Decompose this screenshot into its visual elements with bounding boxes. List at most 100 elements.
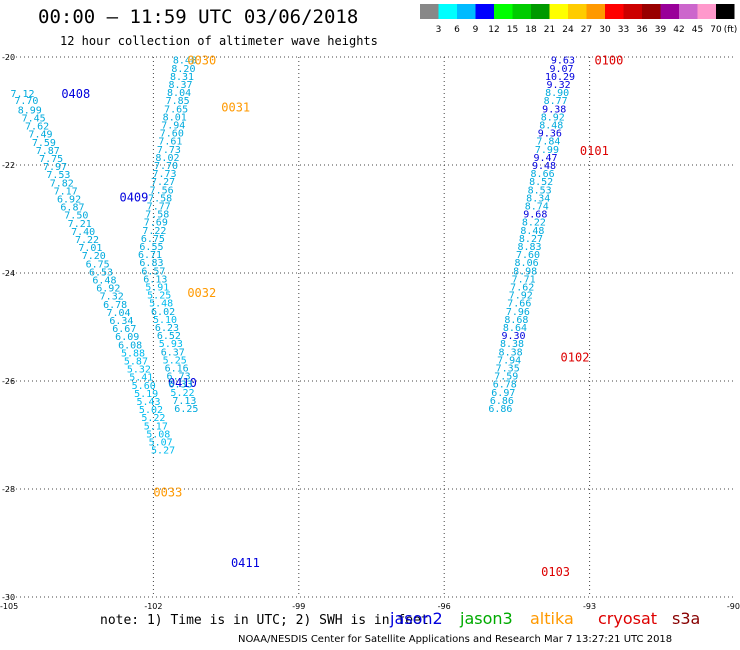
wave-height-value: 7.13 — [172, 396, 196, 407]
wave-height-value: 6.78 — [103, 300, 127, 311]
wave-height-value: 7.49 — [28, 130, 52, 141]
wave-height-value: 5.43 — [137, 397, 161, 408]
wave-height-value: 7.62 — [25, 122, 49, 133]
pass-time-label: 0411 — [231, 556, 260, 570]
wave-height-value: 8.20 — [171, 64, 195, 75]
wave-height-value: 6.86 — [488, 404, 512, 415]
wave-height-value: 7.58 — [148, 193, 172, 204]
wave-height-value: 7.60 — [516, 250, 540, 261]
wave-height-value: 5.25 — [147, 291, 171, 302]
wave-height-value: 7.94 — [161, 121, 185, 132]
pass-time-label: 0030 — [187, 54, 216, 68]
wave-height-value: 7.73 — [157, 145, 181, 156]
wave-height-value: 5.22 — [170, 388, 194, 399]
wave-height-value: 6.23 — [155, 323, 179, 334]
wave-height-value: 5.32 — [127, 365, 151, 376]
y-tick-label: -26 — [2, 377, 15, 386]
wave-height-value: 7.65 — [164, 104, 188, 115]
wave-height-value: 6.67 — [112, 324, 136, 335]
satellite-legend-jason3: jason3 — [460, 609, 513, 628]
wave-height-value: 7.53 — [46, 170, 70, 181]
wave-height-value: 9.07 — [549, 64, 573, 75]
pass-time-label: 0410 — [168, 376, 197, 390]
wave-height-value: 6.37 — [161, 347, 185, 358]
wave-height-value: 5.02 — [139, 405, 163, 416]
wave-height-value: 7.92 — [509, 291, 533, 302]
wave-height-value: 7.94 — [497, 355, 521, 366]
wave-height-value: 8.64 — [503, 323, 527, 334]
wave-height-value: 6.71 — [138, 250, 162, 261]
wave-height-value: 5.93 — [159, 339, 183, 350]
wave-height-value: 6.75 — [141, 234, 165, 245]
color-swatch — [697, 4, 716, 19]
color-tick-label: 24 — [562, 25, 574, 35]
color-swatch — [716, 4, 735, 19]
wave-height-value: 5.91 — [145, 283, 169, 294]
wave-height-value: 6.86 — [490, 396, 514, 407]
wave-height-value: 6.09 — [115, 332, 139, 343]
wave-height-value: 8.98 — [513, 266, 537, 277]
wave-height-value: 7.87 — [36, 146, 60, 157]
wave-height-value: 7.85 — [166, 96, 190, 107]
color-swatch — [494, 4, 513, 19]
wave-height-value: 9.36 — [538, 129, 562, 140]
wave-height-value: 5.07 — [149, 437, 173, 448]
wave-height-value: 8.22 — [522, 218, 546, 229]
color-tick-label: 33 — [618, 25, 629, 35]
pass-time-label: 0102 — [561, 351, 590, 365]
wave-height-value: 7.82 — [50, 178, 74, 189]
y-tick-label: -24 — [2, 269, 15, 278]
wave-height-value: 7.27 — [151, 177, 175, 188]
wave-height-value: 6.53 — [89, 267, 113, 278]
y-tick-label: -30 — [2, 593, 15, 602]
footer-note: note: 1) Time is in UTC; 2) SWH is in fe… — [100, 613, 429, 628]
wave-height-value: 9.38 — [542, 104, 566, 115]
pass-time-label: 0031 — [221, 101, 250, 115]
wave-height-value: 6.48 — [92, 275, 116, 286]
color-tick-label: 45 — [692, 25, 703, 35]
wave-height-value: 6.25 — [174, 404, 198, 415]
wave-height-value: 5.10 — [153, 315, 177, 326]
color-tick-label: 18 — [525, 25, 537, 35]
wave-height-value: 5.88 — [121, 348, 145, 359]
wave-height-value: 7.59 — [32, 138, 56, 149]
wave-height-value: 7.17 — [54, 186, 78, 197]
wave-height-value: 7.50 — [64, 211, 88, 222]
wave-height-value: 8.31 — [170, 72, 194, 83]
wave-height-value: 6.73 — [167, 372, 191, 383]
page-title: 00:00 – 11:59 UTC 03/06/2018 — [38, 6, 359, 28]
wave-height-value: 7.97 — [43, 162, 67, 173]
color-swatch — [605, 4, 624, 19]
wave-height-value: 8.99 — [18, 105, 42, 116]
wave-height-value: 6.97 — [491, 388, 515, 399]
wave-height-value: 9.68 — [523, 210, 547, 221]
x-tick-label: -105 — [0, 602, 18, 611]
pass-time-label: 0409 — [119, 190, 148, 204]
color-swatch — [642, 4, 661, 19]
wave-height-value: 8.83 — [517, 242, 541, 253]
wave-height-value: 8.52 — [529, 177, 553, 188]
wave-height-value: 8.48 — [173, 56, 197, 67]
wave-height-value: 5.08 — [146, 429, 170, 440]
wave-height-value: 8.38 — [500, 339, 524, 350]
wave-height-value: 7.32 — [100, 292, 124, 303]
wave-height-value: 5.22 — [141, 413, 165, 424]
wave-height-value: 7.96 — [506, 307, 530, 318]
pass-time-label: 0033 — [153, 486, 182, 500]
wave-height-value: 7.70 — [154, 161, 178, 172]
pass-time-label: 0100 — [594, 54, 623, 68]
wave-height-value: 7.62 — [510, 283, 534, 294]
color-swatch — [512, 4, 531, 19]
wave-height-value: 6.92 — [96, 284, 120, 295]
color-swatch — [475, 4, 494, 19]
wave-height-value: 8.77 — [544, 96, 568, 107]
wave-height-value: 7.45 — [22, 113, 46, 124]
wave-height-value: 10.29 — [545, 72, 575, 83]
pass-time-label: 0408 — [61, 87, 90, 101]
wave-height-value: 7.71 — [512, 274, 536, 285]
wave-height-value: 5.27 — [151, 446, 175, 457]
wave-height-value: 5.48 — [149, 299, 173, 310]
wave-height-value: 8.48 — [539, 121, 563, 132]
wave-height-value: 6.78 — [493, 380, 517, 391]
